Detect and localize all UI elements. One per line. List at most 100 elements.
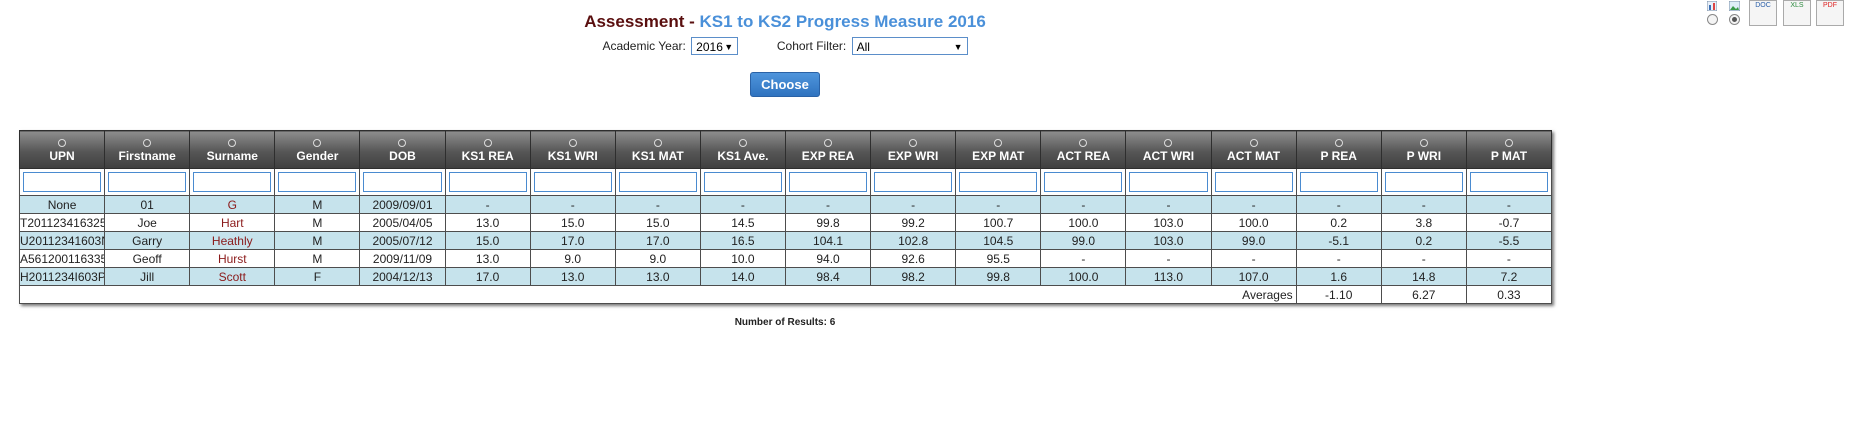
chart-icon[interactable] [1707,1,1717,11]
table-cell: 2005/04/05 [359,213,446,232]
chart-radio[interactable] [1707,14,1718,25]
sort-icon[interactable] [738,139,747,147]
sort-icon[interactable] [1249,139,1258,147]
column-filter-input[interactable] [193,172,272,192]
column-filter-input[interactable] [1299,172,1378,192]
column-filter-cell [1380,168,1467,196]
column-filter-cell [870,168,957,196]
column-header-act-rea[interactable]: ACT REA [1040,130,1127,169]
sort-icon[interactable] [568,139,577,147]
table-cell: G [189,195,276,214]
column-header-firstname[interactable]: Firstname [104,130,191,169]
table-cell: 13.0 [529,267,616,286]
column-header-exp-mat[interactable]: EXP MAT [955,130,1042,169]
image-radio[interactable] [1729,14,1740,25]
table-row[interactable]: H2011234I603P Jill Scott F 2004/12/13 17.0 13.… [18,267,1553,286]
column-filter-input[interactable] [703,172,782,192]
table-cell: 107.0 [1210,267,1297,286]
column-filter-input[interactable] [363,172,442,192]
column-filter-input[interactable] [1469,172,1548,192]
column-filter-cell [189,168,276,196]
xls-export-icon[interactable]: XLS [1783,0,1811,26]
column-filter-input[interactable] [788,172,868,192]
column-filter-input[interactable] [448,172,527,192]
column-header-act-mat[interactable]: ACT MAT [1210,130,1297,169]
academic-year-select[interactable]: 2016 ▼ [691,37,739,55]
table-cell: -5.1 [1295,231,1382,250]
table-cell: 95.5 [955,249,1042,268]
table-cell: 13.0 [444,249,531,268]
column-header-surname[interactable]: Surname [189,130,276,169]
column-filter-input[interactable] [23,172,102,192]
table-cell: Hurst [189,249,276,268]
column-filter-input[interactable] [874,172,953,192]
column-filter-input[interactable] [1214,172,1293,192]
doc-export-icon[interactable]: DOC [1749,0,1777,26]
column-header-p-mat[interactable]: P MAT [1465,130,1553,169]
pdf-export-icon[interactable]: PDF [1816,0,1844,26]
table-cell: 15.0 [529,213,616,232]
results-grid: UPN Firstname Surname Gender DOB KS1 REA KS1 W… [18,130,1553,304]
column-filter-input[interactable] [1129,172,1208,192]
column-header-ks1-rea[interactable]: KS1 REA [444,130,531,169]
table-row[interactable]: A561200116335 Geoff Hurst M 2009/11/09 13.0 9.… [18,249,1553,268]
sort-icon[interactable] [58,139,67,147]
column-filter-input[interactable] [618,172,697,192]
average-value: 6.27 [1380,285,1467,304]
column-filter-input[interactable] [108,172,187,192]
table-cell: 15.0 [444,231,531,250]
table-cell: - [1465,249,1553,268]
column-header-ks1-wri[interactable]: KS1 WRI [529,130,616,169]
table-cell: 17.0 [444,267,531,286]
image-icon[interactable] [1729,1,1740,11]
sort-icon[interactable] [143,139,152,147]
column-header-ks1-ave[interactable]: KS1 Ave. [699,130,786,169]
column-header-label: DOB [389,149,416,163]
column-filter-input[interactable] [1044,172,1123,192]
column-header-dob[interactable]: DOB [359,130,446,169]
sort-icon[interactable] [1419,139,1428,147]
sort-icon[interactable] [1164,139,1173,147]
table-cell: 100.7 [955,213,1042,232]
column-filter-input[interactable] [533,172,612,192]
table-cell: - [699,195,786,214]
sort-icon[interactable] [909,139,918,147]
sort-icon[interactable] [653,139,662,147]
cohort-filter-select[interactable]: All ▼ [851,37,968,55]
table-cell: - [1040,249,1127,268]
sort-icon[interactable] [1504,139,1513,147]
table-row[interactable]: T201123416325 Joe Hart M 2005/04/05 13.0 15.0 1… [18,213,1553,232]
column-filter-cell [614,168,701,196]
sort-icon[interactable] [824,139,833,147]
sort-icon[interactable] [1079,139,1088,147]
column-filter-input[interactable] [1384,172,1463,192]
table-row[interactable]: U20112341603N Garry Heathly M 2005/07/12 15.0… [18,231,1553,250]
sort-icon[interactable] [228,139,237,147]
sort-icon[interactable] [1334,139,1343,147]
column-header-label: P WRI [1406,149,1442,163]
table-cell: 104.5 [955,231,1042,250]
column-filter-cell [1210,168,1297,196]
column-header-exp-wri[interactable]: EXP WRI [870,130,957,169]
sort-icon[interactable] [398,139,407,147]
column-header-label: EXP REA [801,149,855,163]
table-cell: - [1380,195,1467,214]
column-header-exp-rea[interactable]: EXP REA [784,130,872,169]
sort-icon[interactable] [313,139,322,147]
choose-button[interactable]: Choose [750,72,820,97]
sort-icon[interactable] [483,139,492,147]
column-header-p-wri[interactable]: P WRI [1380,130,1467,169]
column-header-ks1-mat[interactable]: KS1 MAT [614,130,701,169]
column-filter-input[interactable] [959,172,1038,192]
column-header-upn[interactable]: UPN [18,130,106,169]
column-header-gender[interactable]: Gender [274,130,361,169]
table-cell: 100.0 [1040,267,1127,286]
column-header-act-wri[interactable]: ACT WRI [1125,130,1212,169]
column-filter-cell [274,168,361,196]
table-row[interactable]: None 01 G M 2009/09/01- - - - - - - - - - - - - [18,195,1553,214]
column-header-p-rea[interactable]: P REA [1295,130,1382,169]
column-filter-input[interactable] [278,172,357,192]
cohort-filter-value: All [856,40,870,54]
table-cell: Scott [189,267,276,286]
sort-icon[interactable] [994,139,1003,147]
